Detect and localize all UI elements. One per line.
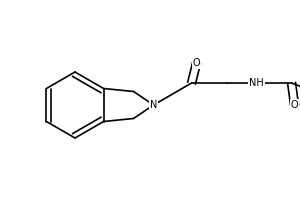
Text: NH: NH (249, 78, 264, 88)
Text: O: O (291, 100, 298, 110)
Text: O: O (193, 58, 200, 68)
Text: N: N (150, 100, 157, 110)
